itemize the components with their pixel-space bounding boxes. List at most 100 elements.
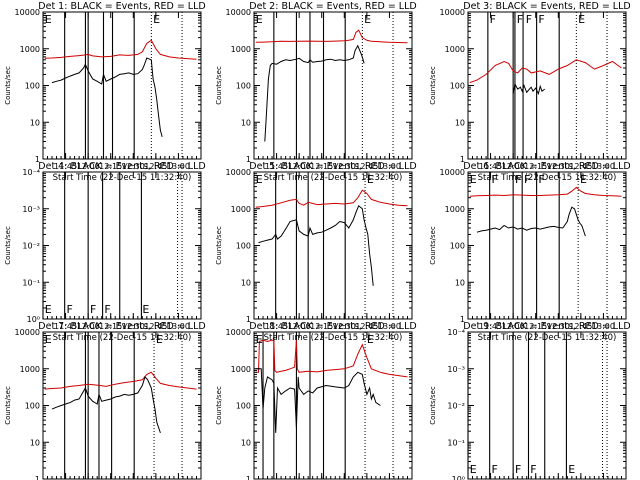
x-tick-label: 12:30 [547, 162, 570, 171]
panel-title: Det 4: BLACK = Events, RED = LLD [38, 161, 205, 172]
y-tick-label: 1 [35, 155, 40, 164]
region-marker: F [490, 13, 496, 26]
x-tick-label: 11:45 [265, 162, 288, 171]
region-marker: F [515, 173, 521, 186]
x-tick-label: 12:45 [355, 322, 378, 331]
region-marker: F [491, 173, 497, 186]
plot-frame [42, 171, 202, 320]
lld-series-line [469, 186, 622, 197]
region-marker: E [367, 173, 374, 186]
y-tick-label: 100 [236, 82, 251, 91]
events-series-line [258, 204, 374, 286]
y-tick-label: 100 [236, 242, 251, 251]
region-marker: E [568, 463, 575, 476]
plot-frame [467, 331, 627, 480]
x-tick-label: 13:00 [592, 322, 615, 331]
y-tick-label: 100 [25, 82, 40, 91]
y-tick-label: 10⁻¹ [447, 438, 465, 447]
y-axis-label: Counts/sec [215, 386, 223, 425]
region-marker: F [90, 303, 96, 316]
region-marker: F [66, 303, 72, 316]
x-tick-label: 12:30 [333, 162, 356, 171]
x-tick-label: 12:45 [355, 162, 378, 171]
region-marker: E [142, 303, 149, 316]
lld-series-line [255, 29, 408, 44]
x-tick-label: 12:15 [524, 162, 547, 171]
x-tick-label: 12:00 [502, 162, 525, 171]
region-marker: E [45, 303, 52, 316]
y-tick-label: 10⁰ [452, 475, 465, 480]
y-tick-label: 1 [460, 315, 465, 324]
y-tick-label: 1000 [20, 365, 40, 374]
lld-series-line [469, 59, 622, 84]
y-tick-label: 100 [236, 402, 251, 411]
region-marker: E [256, 333, 263, 346]
events-series-line [255, 368, 381, 433]
plot-frame [467, 171, 627, 320]
region-marker: E [364, 13, 371, 26]
y-axis-label: Counts/sec [215, 66, 223, 105]
y-tick-label: 10 [241, 118, 251, 127]
region-marker: E [470, 463, 477, 476]
panel-title: Det 9: BLACK = Events, RED = LLD [463, 321, 630, 332]
plot-frame [253, 11, 413, 160]
y-tick-label: 1000 [231, 365, 251, 374]
panel-title: Det 6: BLACK = Events, RED = LLD [463, 161, 630, 172]
x-tick-label: 12:45 [144, 322, 167, 331]
plot-frame [467, 11, 627, 160]
y-tick-label: 1000 [231, 205, 251, 214]
y-tick-label: 1 [460, 155, 465, 164]
y-tick-label: 10 [241, 438, 251, 447]
x-tick-label: 13:00 [167, 162, 190, 171]
y-tick-label: 10000 [15, 8, 40, 17]
x-tick-label: 11:45 [265, 322, 288, 331]
y-tick-label: 10000 [226, 8, 251, 17]
panel-title: Det 8: BLACK = Events, RED = LLD [249, 321, 416, 332]
y-tick-label: 10⁻⁴ [447, 328, 465, 337]
y-tick-label: 10 [455, 118, 465, 127]
x-tick-label: 12:15 [310, 322, 333, 331]
x-tick-label: 12:00 [502, 322, 525, 331]
y-tick-label: 1 [246, 155, 251, 164]
y-tick-label: 10⁻⁴ [22, 168, 40, 177]
x-tick-label: 12:00 [288, 162, 311, 171]
lld-series-line [255, 339, 408, 378]
y-tick-label: 10000 [226, 328, 251, 337]
x-tick-label: 12:15 [310, 162, 333, 171]
plot-frame [42, 11, 202, 160]
panel-title: Det 5: BLACK = Events, RED = LLD [249, 161, 416, 172]
x-tick-label: 12:30 [333, 322, 356, 331]
region-marker: F [524, 173, 530, 186]
events-series-line [51, 57, 163, 138]
y-axis-label: Counts/sec [429, 386, 437, 425]
y-tick-label: 100 [450, 242, 465, 251]
region-marker: E [470, 173, 477, 186]
panel-title: Det 2: BLACK = Events, RED = LLD [249, 1, 416, 12]
y-tick-label: 10000 [440, 8, 465, 17]
x-tick-label: 12:15 [524, 322, 547, 331]
y-tick-label: 10 [455, 278, 465, 287]
region-marker: E [45, 13, 52, 26]
y-axis-label: Counts/sec [4, 226, 12, 265]
y-tick-label: 10⁻¹ [22, 278, 40, 287]
y-tick-label: 1 [246, 475, 251, 480]
y-tick-label: 1 [246, 315, 251, 324]
plot-frame [42, 331, 202, 480]
y-axis-label: Counts/sec [4, 386, 12, 425]
region-marker: E [578, 13, 585, 26]
region-marker: E [580, 173, 587, 186]
y-tick-label: 10⁻³ [22, 205, 40, 214]
x-tick-label: 12:45 [144, 162, 167, 171]
x-tick-label: 13:00 [592, 162, 615, 171]
y-tick-label: 1000 [20, 45, 40, 54]
y-axis-label: Counts/sec [4, 66, 12, 105]
x-tick-label: 12:30 [122, 162, 145, 171]
y-tick-label: 10⁻² [447, 402, 465, 411]
x-tick-label: 11:45 [479, 162, 502, 171]
region-marker: F [491, 463, 497, 476]
